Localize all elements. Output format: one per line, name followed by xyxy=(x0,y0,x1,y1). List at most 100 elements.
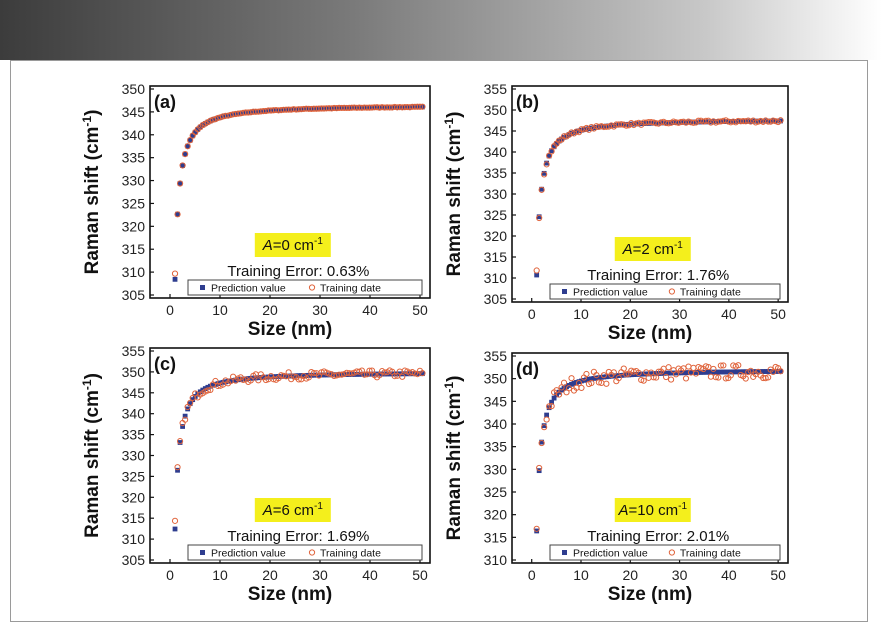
y-tick-label: 330 xyxy=(122,448,146,464)
training-point xyxy=(672,371,680,378)
prediction-point xyxy=(311,372,317,378)
x-tick-label: 20 xyxy=(262,302,278,318)
training-point xyxy=(176,438,184,445)
x-tick-label: 10 xyxy=(573,306,589,322)
training-point xyxy=(419,103,426,110)
y-tick-label: 310 xyxy=(484,552,508,568)
prediction-point xyxy=(586,376,592,382)
prediction-point xyxy=(544,412,550,418)
y-tick-label: 320 xyxy=(484,507,508,523)
training-point xyxy=(533,267,540,274)
prediction-point xyxy=(544,160,550,166)
y-tick-label: 315 xyxy=(484,529,508,545)
training-point xyxy=(623,371,630,378)
training-point xyxy=(174,464,181,471)
x-tick-label: 20 xyxy=(262,567,278,583)
prediction-point xyxy=(656,371,662,376)
prediction-point xyxy=(576,379,582,385)
prediction-point xyxy=(608,373,614,379)
training-point xyxy=(620,365,627,372)
annotation-label: A=0 cm-1 xyxy=(262,236,324,254)
training-point xyxy=(533,525,540,532)
training-point xyxy=(538,439,545,447)
prediction-point xyxy=(268,374,274,380)
training-point xyxy=(710,365,717,373)
prediction-point xyxy=(172,526,178,532)
training-point xyxy=(702,363,710,370)
prediction-point xyxy=(663,370,669,376)
prediction-point xyxy=(197,124,203,130)
training-point xyxy=(717,362,724,369)
training-point xyxy=(204,387,211,394)
training-point xyxy=(182,416,189,423)
prediction-point xyxy=(180,163,185,168)
x-axis-label: Size (nm) xyxy=(608,323,692,344)
training-point xyxy=(777,368,784,375)
legend-training-label: Training date xyxy=(320,283,381,295)
prediction-point xyxy=(648,371,654,377)
training-point xyxy=(727,372,734,379)
training-point xyxy=(715,374,722,381)
training-point xyxy=(290,373,297,380)
legend-prediction-label: Prediction value xyxy=(573,548,648,560)
training-point xyxy=(187,137,194,144)
y-tick-label: 325 xyxy=(484,484,508,500)
training-point xyxy=(391,372,398,380)
y-tick-label: 315 xyxy=(122,241,146,257)
prediction-point xyxy=(703,369,709,375)
prediction-point xyxy=(175,211,180,217)
training-point xyxy=(747,367,754,374)
legend-prediction-label: Prediction value xyxy=(573,287,648,299)
prediction-point xyxy=(755,369,761,374)
prediction-point xyxy=(551,395,557,401)
figure-frame xyxy=(10,60,868,622)
y-tick-label: 330 xyxy=(484,461,508,477)
training-point xyxy=(541,424,548,431)
training-point xyxy=(536,214,543,222)
annotation-highlight xyxy=(254,233,331,257)
legend-training-label: Training date xyxy=(680,287,741,299)
training-point xyxy=(667,376,675,383)
training-point xyxy=(212,377,219,385)
legend-prediction-marker xyxy=(562,289,567,294)
legend-box xyxy=(187,544,423,561)
training-error-text: Training Error: 1.69% xyxy=(227,528,369,545)
x-tick-label: 10 xyxy=(212,302,228,318)
training-point xyxy=(536,464,543,472)
prediction-point xyxy=(261,374,266,380)
x-tick-label: 30 xyxy=(672,567,688,583)
prediction-point xyxy=(579,378,584,384)
annotation-label: A=10 cm-1 xyxy=(617,501,687,519)
training-point xyxy=(295,376,302,383)
y-tick-label: 325 xyxy=(122,195,146,211)
training-point xyxy=(650,374,657,381)
prediction-point xyxy=(301,373,307,378)
x-tick-label: 50 xyxy=(412,567,428,583)
training-point xyxy=(615,374,622,382)
training-point xyxy=(176,180,184,187)
training-point xyxy=(171,270,179,277)
prediction-point xyxy=(316,372,322,378)
y-tick-label: 305 xyxy=(484,291,508,307)
training-point xyxy=(361,371,368,378)
x-tick-label: 0 xyxy=(528,306,536,322)
training-point xyxy=(560,379,568,386)
legend-prediction-marker xyxy=(200,550,205,555)
prediction-point xyxy=(618,372,624,378)
training-point xyxy=(690,119,697,126)
training-point xyxy=(603,380,610,387)
legend-training-marker xyxy=(308,549,316,556)
training-point xyxy=(777,117,784,124)
prediction-point xyxy=(713,369,719,375)
training-point xyxy=(366,367,373,374)
prediction-point xyxy=(551,144,557,150)
y-tick-label: 335 xyxy=(484,165,508,181)
training-point xyxy=(184,143,191,150)
legend-prediction-label: Prediction value xyxy=(211,548,286,560)
training-point xyxy=(595,379,602,386)
prediction-point xyxy=(539,186,545,192)
training-point xyxy=(665,364,672,371)
y-axis-label: Raman shift (cm-1) xyxy=(80,373,103,538)
training-point xyxy=(762,375,769,382)
prediction-point xyxy=(539,439,545,445)
